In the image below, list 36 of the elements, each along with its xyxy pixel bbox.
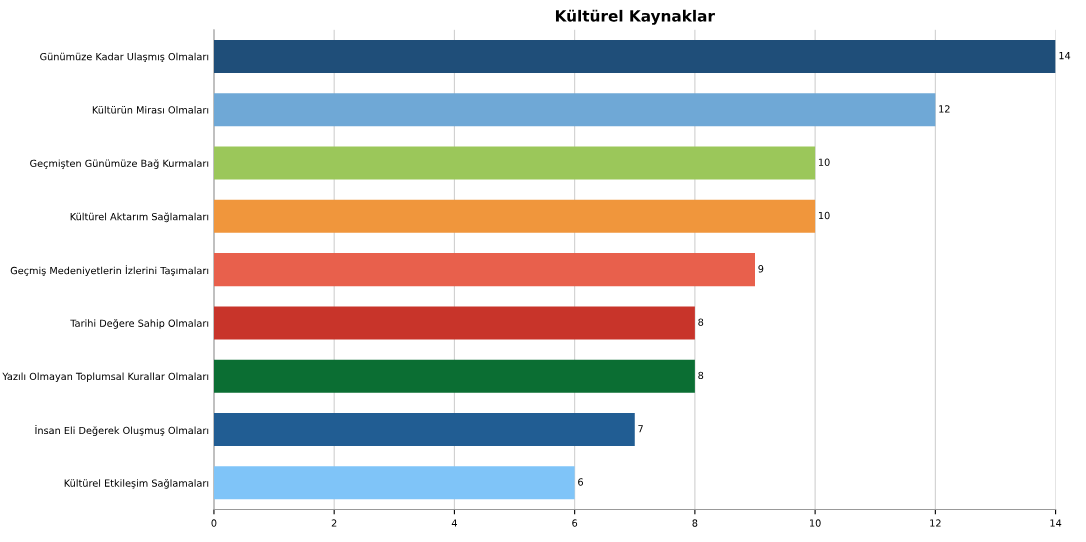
x-tick-label: 4 bbox=[451, 519, 457, 527]
data-label: 14 bbox=[1059, 52, 1071, 60]
y-tick-label: Kültürel Aktarım Sağlamaları bbox=[70, 212, 209, 223]
bar bbox=[213, 466, 575, 500]
y-tick-label: Geçmişten Günümüze Bağ Kurmaları bbox=[30, 159, 209, 169]
y-tick-label: Kültürel Etkileşim Sağlamaları bbox=[64, 479, 209, 489]
data-label: 9 bbox=[758, 265, 764, 273]
bar bbox=[213, 359, 695, 393]
y-tick-label: Kültürün Mirası Olmaları bbox=[92, 106, 209, 114]
x-tick-label: 12 bbox=[930, 519, 941, 527]
x-tick-label: 0 bbox=[211, 519, 217, 527]
bar bbox=[213, 146, 816, 180]
data-label: 10 bbox=[818, 211, 830, 220]
x-tick-label: 2 bbox=[331, 519, 337, 527]
y-tick-label: Günümüze Kadar Ulaşmış Olmaları bbox=[40, 52, 209, 63]
data-label: 8 bbox=[698, 371, 704, 380]
y-tick-label: Yazılı Olmayan Toplumsal Kurallar Olmaları bbox=[2, 372, 209, 382]
bar bbox=[213, 253, 755, 287]
bar bbox=[213, 413, 635, 447]
data-label: 12 bbox=[939, 105, 950, 113]
bar bbox=[213, 306, 695, 340]
y-tick-label: Geçmiş Medeniyetlerin İzlerini Taşımaları bbox=[10, 265, 209, 277]
bar bbox=[213, 39, 1056, 73]
x-tick-label: 8 bbox=[692, 519, 698, 527]
data-label: 7 bbox=[638, 425, 643, 433]
data-label: 6 bbox=[578, 478, 583, 486]
chart-title: Kültürel Kaynaklar bbox=[555, 9, 715, 25]
x-tick-label: 10 bbox=[810, 519, 821, 527]
bar bbox=[213, 199, 816, 233]
x-tick-label: 14 bbox=[1050, 519, 1062, 527]
bar bbox=[213, 93, 936, 127]
y-tick-label: İnsan Eli Değerek Oluşmuş Olmaları bbox=[35, 425, 209, 436]
data-label: 8 bbox=[698, 318, 704, 326]
data-label: 10 bbox=[818, 158, 830, 166]
y-tick-label: Tarihi Değere Sahip Olmaları bbox=[70, 319, 209, 329]
x-tick-label: 6 bbox=[572, 519, 578, 527]
